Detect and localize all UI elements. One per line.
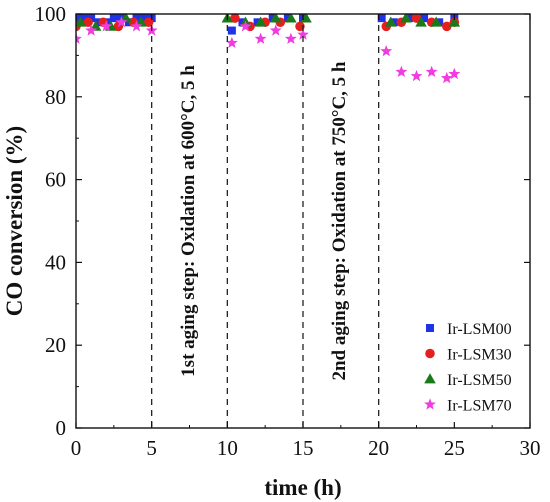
data-point [300,14,312,23]
data-point [284,32,297,44]
legend-marker [424,373,436,384]
data-point [87,14,96,23]
data-point [76,32,82,44]
data-point [83,17,93,28]
data-point [227,26,236,35]
y-tick-label: 80 [45,85,66,109]
legend-label: Ir-LSM70 [447,398,512,415]
y-tick-label: 60 [45,168,66,192]
data-point [448,67,461,80]
legend-marker [425,348,435,359]
data-point [135,16,147,27]
axes: 0 5 10 15 20 25 30 0 20 40 60 80 100 [35,2,541,460]
data-point [230,14,240,23]
data-point [79,14,88,23]
data-point [76,16,87,27]
annotations: 1st aging step: Oxidation at 600°C, 5 h 2… [151,14,380,428]
data-point [115,16,128,28]
data-point [132,14,141,23]
data-point [385,16,397,27]
legend-label: Ir-LSM50 [447,372,512,389]
data-point [420,14,429,23]
data-point [100,20,113,32]
data-point [410,69,423,82]
legend-label: Ir-LSM30 [447,347,512,364]
data-point [109,14,118,23]
series-ir-lsm70 [76,16,461,84]
data-point [89,20,102,31]
legend-marker [426,324,434,332]
y-tick-label: 20 [45,333,66,357]
plot-frame [75,13,531,429]
x-tick-label: 10 [217,436,238,460]
legend-marker [424,398,436,410]
y-tick-label: 40 [45,250,66,274]
y-axis-title: CO conversion (%) [2,126,27,316]
data-point [143,17,154,28]
x-tick-label: 15 [293,436,314,460]
data-point [377,14,386,23]
data-point [254,32,267,44]
legend-label: Ir-LSM00 [447,321,512,338]
data-point [380,45,393,57]
plot-area [76,14,461,84]
data-point [430,16,442,27]
y-tick-label: 0 [56,416,67,440]
data-point [130,20,143,32]
data-point [395,65,408,77]
data-point [448,16,461,27]
data-point [297,28,309,40]
y-tick-label: 100 [35,2,67,26]
data-point [400,14,412,23]
x-tick-label: 25 [444,436,465,460]
data-point [442,21,452,32]
data-point [285,14,297,23]
data-point [225,36,238,48]
data-point [140,14,149,23]
x-axis-title: time (h) [264,475,341,500]
data-point [415,16,427,27]
data-point [425,65,438,77]
data-point [254,16,267,27]
aging-step-annotation: 2nd aging step: Oxidation at 750°C, 5 h [329,61,350,380]
data-point [269,24,282,36]
x-tick-label: 5 [146,436,157,460]
data-point [270,14,282,23]
data-point [239,20,252,32]
x-tick-label: 30 [520,436,541,460]
x-tick-label: 20 [368,436,389,460]
data-point [295,21,305,32]
data-point [440,71,453,84]
x-tick-label: 0 [71,436,82,460]
data-point [76,14,80,23]
data-point [85,24,98,36]
legend: Ir-LSM00 Ir-LSM30 Ir-LSM50 Ir-LSM70 [424,321,512,415]
aging-step-annotation: 1st aging step: Oxidation at 600°C, 5 h [178,65,199,377]
